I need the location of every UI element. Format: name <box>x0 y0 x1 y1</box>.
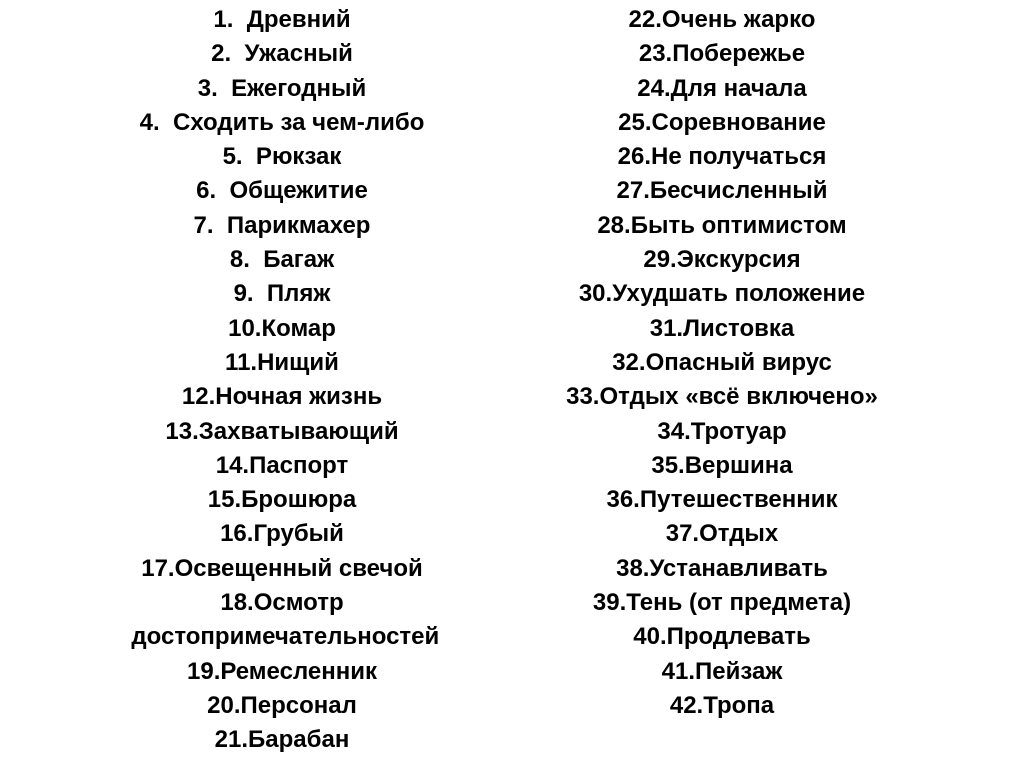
word-list-item: 24.Для начала <box>637 74 807 102</box>
word-list-item: 26.Не получаться <box>617 143 827 171</box>
word-list-item: 30.Ухудшать положение <box>578 280 866 308</box>
word-list-item: 12.Ночная жизнь <box>181 383 383 411</box>
word-list-item: 22.Очень жарко <box>628 6 816 33</box>
word-list-item: 37.Отдых <box>665 520 779 548</box>
word-list-item: 39.Тень (от предмета) <box>592 589 852 617</box>
word-list-item: 9. Пляж <box>233 280 331 308</box>
word-list-item: 35.Вершина <box>651 451 793 479</box>
word-list-item: 36.Путешественник <box>606 486 838 514</box>
word-list-item: 5. Рюкзак <box>222 143 342 171</box>
word-list-item: 15.Брошюра <box>207 486 357 514</box>
word-list-item: 13.Захватывающий <box>165 417 399 445</box>
word-list-left: 1. Древний 2. Ужасный 3. Ежегодный 4. Сходи… <box>62 3 502 758</box>
word-list-item: 23.Побережье <box>638 40 806 68</box>
word-list-item: 11.Нищий <box>225 348 339 376</box>
word-list-item: 8. Багаж <box>229 246 335 274</box>
word-list-item: 6. Общежитие <box>196 177 368 205</box>
word-list-right: 22.Очень жарко 23.Побережье 24.Для начала 2… <box>502 3 942 723</box>
word-list-item: 21.Барабан <box>214 726 350 754</box>
word-list-item: 38.Устанавливать <box>616 554 828 582</box>
word-list-item: 25.Соревнование <box>618 108 826 136</box>
word-list-item: 17.Освещенный свечой <box>141 554 423 582</box>
word-list-item: 41.Пейзаж <box>661 657 783 685</box>
word-list-item: 32.Опасный вирус <box>612 348 832 376</box>
word-list-item: 14.Паспорт <box>215 451 349 479</box>
word-list-item: 42.Тропа <box>669 691 775 719</box>
word-list-item: 31.Листовка <box>649 314 795 342</box>
word-list-item: 3. Ежегодный <box>197 74 367 102</box>
word-list-item: 18.Осмотр <box>220 589 344 617</box>
word-list-item: 28.Быть оптимистом <box>597 211 847 239</box>
word-list-item: 10.Комар <box>228 314 336 342</box>
word-list-item: 16.Грубый <box>220 520 344 548</box>
word-list-item: 1. Древний <box>213 6 351 33</box>
word-list-item-continuation: достопримечательностей <box>124 623 440 651</box>
word-list-item: 20.Персонал <box>207 691 357 719</box>
word-list-item: 19.Ремесленник <box>187 657 377 685</box>
word-list-item: 2. Ужасный <box>211 40 353 68</box>
word-list-item: 34.Тротуар <box>657 417 787 445</box>
word-list-item: 7. Парикмахер <box>193 211 371 239</box>
word-list-item: 27.Бесчисленный <box>616 177 828 205</box>
word-list-item: 33.Отдых «всё включено» <box>566 383 878 411</box>
word-list-item: 29.Экскурсия <box>643 246 801 274</box>
word-list-item: 40.Продлевать <box>633 623 811 651</box>
word-list-item: 4. Сходить за чем-либо <box>139 108 425 136</box>
